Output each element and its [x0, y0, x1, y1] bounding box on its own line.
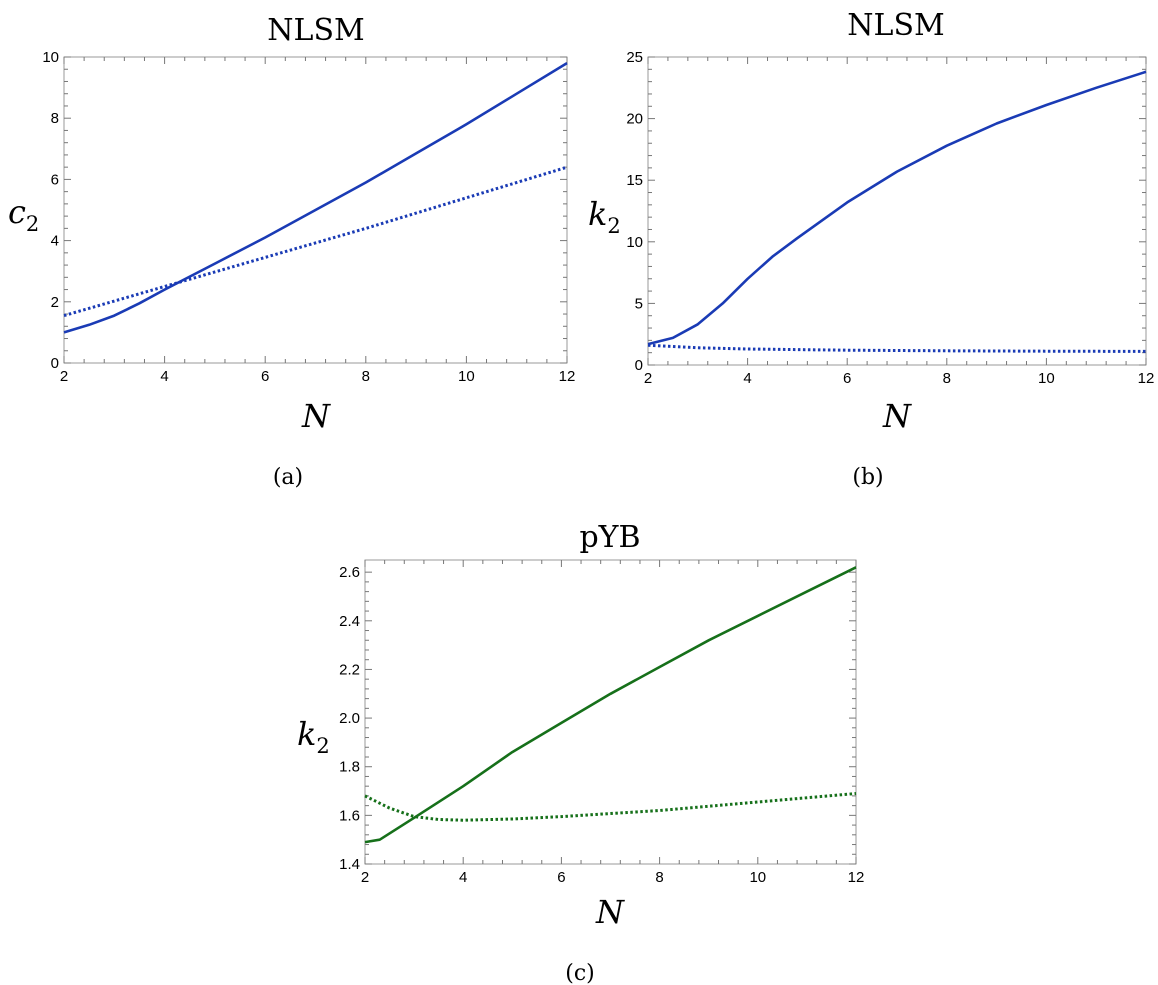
- panel-b-y-tick-label: 0: [635, 357, 643, 374]
- panel-c: pYB 2 4 6 8 10 12 1.4 1.6 1.8 2.0 2.2 2.4 2.6 N k2 (…: [297, 520, 864, 985]
- panel-a-x-tick-label: 12: [559, 368, 576, 385]
- panel-b-y-tick-label: 10: [626, 234, 643, 251]
- panel-c-y-tick-label: 2.2: [339, 661, 360, 678]
- panel-b-x-tick-label: 6: [843, 370, 851, 387]
- panel-c-y-tick-label: 2.6: [339, 564, 360, 581]
- panel-c-caption: (c): [565, 961, 595, 985]
- panel-c-ticks: 2 4 6 8 10 12 1.4 1.6 1.8 2.0 2.2 2.4 2.6: [339, 560, 864, 886]
- panel-b-x-tick-label: 10: [1038, 370, 1055, 387]
- panel-c-dotted-series-line: [364, 792, 857, 822]
- panel-b-title: NLSM: [847, 8, 944, 43]
- panel-b-x-axis-label: N: [882, 397, 912, 435]
- panel-a-solid-series-line: [63, 61, 568, 334]
- panel-a-x-tick-label: 10: [458, 368, 475, 385]
- panel-b-y-tick-label: 5: [635, 295, 643, 312]
- panel-a-x-axis-label: N: [301, 397, 331, 435]
- panel-a-y-axis-label: c2: [8, 193, 39, 236]
- panel-c-solid-series-line: [364, 566, 857, 844]
- panel-c-y-tick-label: 1.4: [339, 856, 360, 873]
- panel-c-x-tick-label: 12: [848, 869, 865, 886]
- panel-c-x-tick-label: 10: [749, 869, 766, 886]
- panel-a-title: NLSM: [267, 13, 364, 48]
- panel-b-x-tick-label: 8: [943, 370, 951, 387]
- panel-a-frame: [63, 56, 568, 364]
- panel-b-x-tick-label: 4: [743, 370, 751, 387]
- panel-a-x-tick-label: 2: [60, 368, 68, 385]
- panel-b-frame: [647, 56, 1147, 366]
- panel-a-y-tick-label: 6: [51, 171, 59, 188]
- panel-c-y-axis-label: k2: [297, 715, 330, 758]
- panel-c-x-axis-label: N: [595, 893, 625, 931]
- panel-b-dotted-series-line: [647, 343, 1147, 353]
- panel-c-series: [364, 566, 857, 844]
- panel-b-x-tick-label: 2: [644, 370, 652, 387]
- panel-a-x-tick-label: 4: [160, 368, 168, 385]
- panel-b-y-tick-label: 25: [626, 49, 643, 66]
- panel-c-x-tick-label: 2: [361, 869, 369, 886]
- panel-c-x-tick-label: 6: [557, 869, 565, 886]
- panel-a-y-tick-label: 2: [51, 294, 59, 311]
- panel-b-x-tick-label: 12: [1138, 370, 1155, 387]
- panel-a-y-tick-label: 0: [51, 355, 59, 372]
- panel-b-ticks: 2 4 6 8 10 12 0 5 10 15 20 25: [626, 49, 1154, 387]
- panel-a-y-tick-label: 8: [51, 110, 59, 127]
- panel-b: NLSM 2 4 6 8 10 12 0 5 10 15 20 25 N k2 (b): [588, 8, 1154, 490]
- panel-c-x-tick-label: 4: [459, 869, 467, 886]
- panel-a-caption: (a): [273, 465, 303, 490]
- panel-c-title: pYB: [579, 520, 640, 555]
- panel-a-series: [63, 61, 568, 334]
- panel-c-y-tick-label: 1.8: [339, 759, 360, 776]
- panel-c-frame: [364, 559, 857, 865]
- panel-a-y-tick-label: 4: [51, 233, 59, 250]
- panel-b-solid-series-line: [647, 70, 1147, 346]
- panel-b-y-axis-label: k2: [588, 195, 621, 238]
- panel-b-series: [647, 70, 1147, 353]
- panel-c-y-tick-label: 2.4: [339, 613, 360, 630]
- panel-c-y-tick-label: 2.0: [339, 710, 360, 727]
- panel-a-dotted-series-line: [63, 165, 568, 318]
- panel-b-y-tick-label: 15: [626, 172, 643, 189]
- panel-b-y-tick-label: 20: [626, 111, 643, 128]
- panel-a-x-tick-label: 6: [261, 368, 269, 385]
- panel-b-caption: (b): [852, 465, 883, 490]
- panel-a-y-tick-label: 10: [42, 49, 59, 66]
- panel-c-y-tick-label: 1.6: [339, 807, 360, 824]
- panel-a-x-tick-label: 8: [362, 368, 370, 385]
- panel-c-x-tick-label: 8: [655, 869, 663, 886]
